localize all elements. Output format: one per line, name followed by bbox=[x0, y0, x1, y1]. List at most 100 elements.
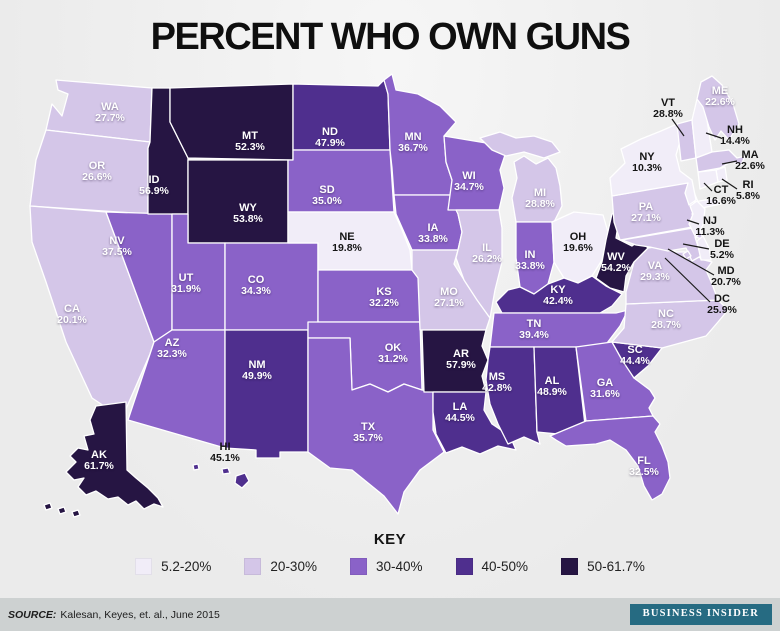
state-value: 11.3% bbox=[695, 226, 725, 239]
state-label-ca: CA 20.1% bbox=[57, 303, 87, 327]
state-abbr: MA bbox=[741, 148, 759, 161]
state-abbr: AR bbox=[453, 347, 469, 360]
state-value: 22.6% bbox=[705, 96, 735, 109]
state-abbr: PA bbox=[638, 200, 654, 213]
state-abbr: HI bbox=[219, 440, 231, 453]
state-label-ia: IA 33.8% bbox=[418, 222, 448, 246]
state-value: 29.3% bbox=[640, 271, 670, 284]
legend-label: 30-40% bbox=[375, 559, 423, 574]
state-abbr: TX bbox=[360, 420, 376, 433]
legend-label: 50-61.7% bbox=[587, 559, 645, 574]
state-abbr: OH bbox=[569, 230, 587, 243]
state-value: 33.8% bbox=[515, 260, 545, 273]
state-abbr: MS bbox=[488, 370, 506, 383]
state-label-la: LA 44.5% bbox=[445, 401, 475, 425]
state-abbr: WI bbox=[462, 169, 476, 182]
leader-nj-line bbox=[686, 219, 700, 225]
state-label-ak: AK 61.7% bbox=[84, 449, 114, 473]
legend-item-1: 5.2-20% bbox=[135, 558, 211, 575]
leader-md-line bbox=[667, 248, 715, 276]
state-shape-la bbox=[432, 391, 517, 455]
leader-de-line bbox=[682, 243, 710, 250]
state-value: 28.7% bbox=[651, 319, 681, 332]
state-abbr: ME bbox=[711, 84, 729, 97]
state-value: 57.9% bbox=[446, 359, 476, 372]
state-label-ky: KY 42.4% bbox=[543, 284, 573, 308]
state-label-mt: MT 52.3% bbox=[235, 130, 265, 154]
state-abbr: GA bbox=[596, 376, 614, 389]
state-label-ne: NE 19.8% bbox=[332, 231, 362, 255]
state-label-in: IN 33.8% bbox=[515, 249, 545, 273]
state-value: 10.3% bbox=[632, 162, 662, 175]
legend-swatch bbox=[349, 558, 367, 575]
state-abbr: NV bbox=[109, 234, 125, 247]
state-value: 20.1% bbox=[57, 314, 87, 327]
state-shapes bbox=[29, 73, 746, 518]
state-value: 14.4% bbox=[720, 135, 750, 148]
state-abbr: MT bbox=[242, 129, 258, 142]
state-value: 28.8% bbox=[653, 108, 683, 121]
state-abbr: CO bbox=[247, 273, 265, 286]
state-label-al: AL 48.9% bbox=[537, 375, 567, 399]
state-abbr: AK bbox=[91, 448, 107, 461]
state-shape-tx bbox=[307, 337, 445, 515]
state-value: 44.4% bbox=[620, 355, 650, 368]
page-title: PERCENT WHO OWN GUNS bbox=[150, 16, 631, 58]
state-value: 26.6% bbox=[82, 171, 112, 184]
state-abbr: UT bbox=[178, 271, 194, 284]
state-label-tn: TN 39.4% bbox=[519, 318, 549, 342]
state-abbr: WY bbox=[239, 201, 257, 214]
state-label-sc: SC 44.4% bbox=[620, 344, 650, 368]
state-shape-md bbox=[621, 226, 704, 262]
state-abbr: DC bbox=[714, 292, 730, 305]
state-abbr: VA bbox=[647, 259, 663, 272]
state-value: 28.8% bbox=[525, 198, 555, 211]
state-abbr: CT bbox=[713, 183, 729, 196]
state-value: 26.2% bbox=[472, 253, 502, 266]
leader-ma-line bbox=[721, 160, 738, 165]
state-label-pa: PA 27.1% bbox=[631, 201, 661, 225]
business-insider-logo: BUSINESS INSIDER bbox=[629, 604, 772, 625]
legend-item-5: 50-61.7% bbox=[561, 558, 645, 575]
legend-item-2: 20-30% bbox=[244, 558, 317, 575]
state-value: 47.9% bbox=[315, 137, 345, 150]
state-label-wy: WY 53.8% bbox=[233, 202, 263, 226]
state-label-nv: NV 37.5% bbox=[102, 235, 132, 259]
state-shape-mi-up bbox=[479, 131, 561, 159]
state-abbr: NC bbox=[658, 307, 674, 320]
state-abbr: ID bbox=[148, 173, 160, 186]
state-label-id: ID 56.9% bbox=[139, 174, 169, 198]
state-value: 45.1% bbox=[210, 452, 240, 465]
state-shape-oh bbox=[551, 211, 609, 284]
state-abbr: TN bbox=[526, 317, 542, 330]
state-value: 19.8% bbox=[332, 242, 362, 255]
state-shape-co bbox=[224, 242, 319, 331]
leader-ri-line bbox=[721, 178, 738, 190]
state-label-ma: MA 22.6% bbox=[735, 149, 765, 173]
state-value: 39.4% bbox=[519, 329, 549, 342]
state-abbr: MN bbox=[404, 130, 422, 143]
leader-vt-line bbox=[671, 118, 685, 137]
state-label-co: CO 34.3% bbox=[241, 274, 271, 298]
state-label-mn: MN 36.7% bbox=[398, 131, 428, 155]
state-abbr: KY bbox=[550, 283, 566, 296]
state-label-ny: NY 10.3% bbox=[632, 151, 662, 175]
state-value: 49.9% bbox=[242, 370, 272, 383]
state-value: 35.7% bbox=[353, 432, 383, 445]
state-label-ut: UT 31.9% bbox=[171, 272, 201, 296]
state-label-or: OR 26.6% bbox=[82, 160, 112, 184]
state-shape-ky bbox=[495, 275, 623, 314]
key-title: KEY bbox=[373, 531, 407, 548]
state-shape-hi bbox=[192, 463, 250, 489]
state-value: 48.9% bbox=[537, 386, 567, 399]
state-abbr: AZ bbox=[164, 336, 180, 349]
state-value: 27.1% bbox=[631, 212, 661, 225]
state-label-ok: OK 31.2% bbox=[378, 342, 408, 366]
state-shape-ct bbox=[697, 169, 719, 190]
state-value: 42.8% bbox=[482, 382, 512, 395]
state-value: 5.8% bbox=[736, 190, 760, 203]
state-label-wi: WI 34.7% bbox=[454, 170, 484, 194]
state-abbr: MO bbox=[440, 285, 458, 298]
footer-bar: SOURCE: Kalesan, Keyes, et. al., June 201… bbox=[0, 598, 780, 631]
